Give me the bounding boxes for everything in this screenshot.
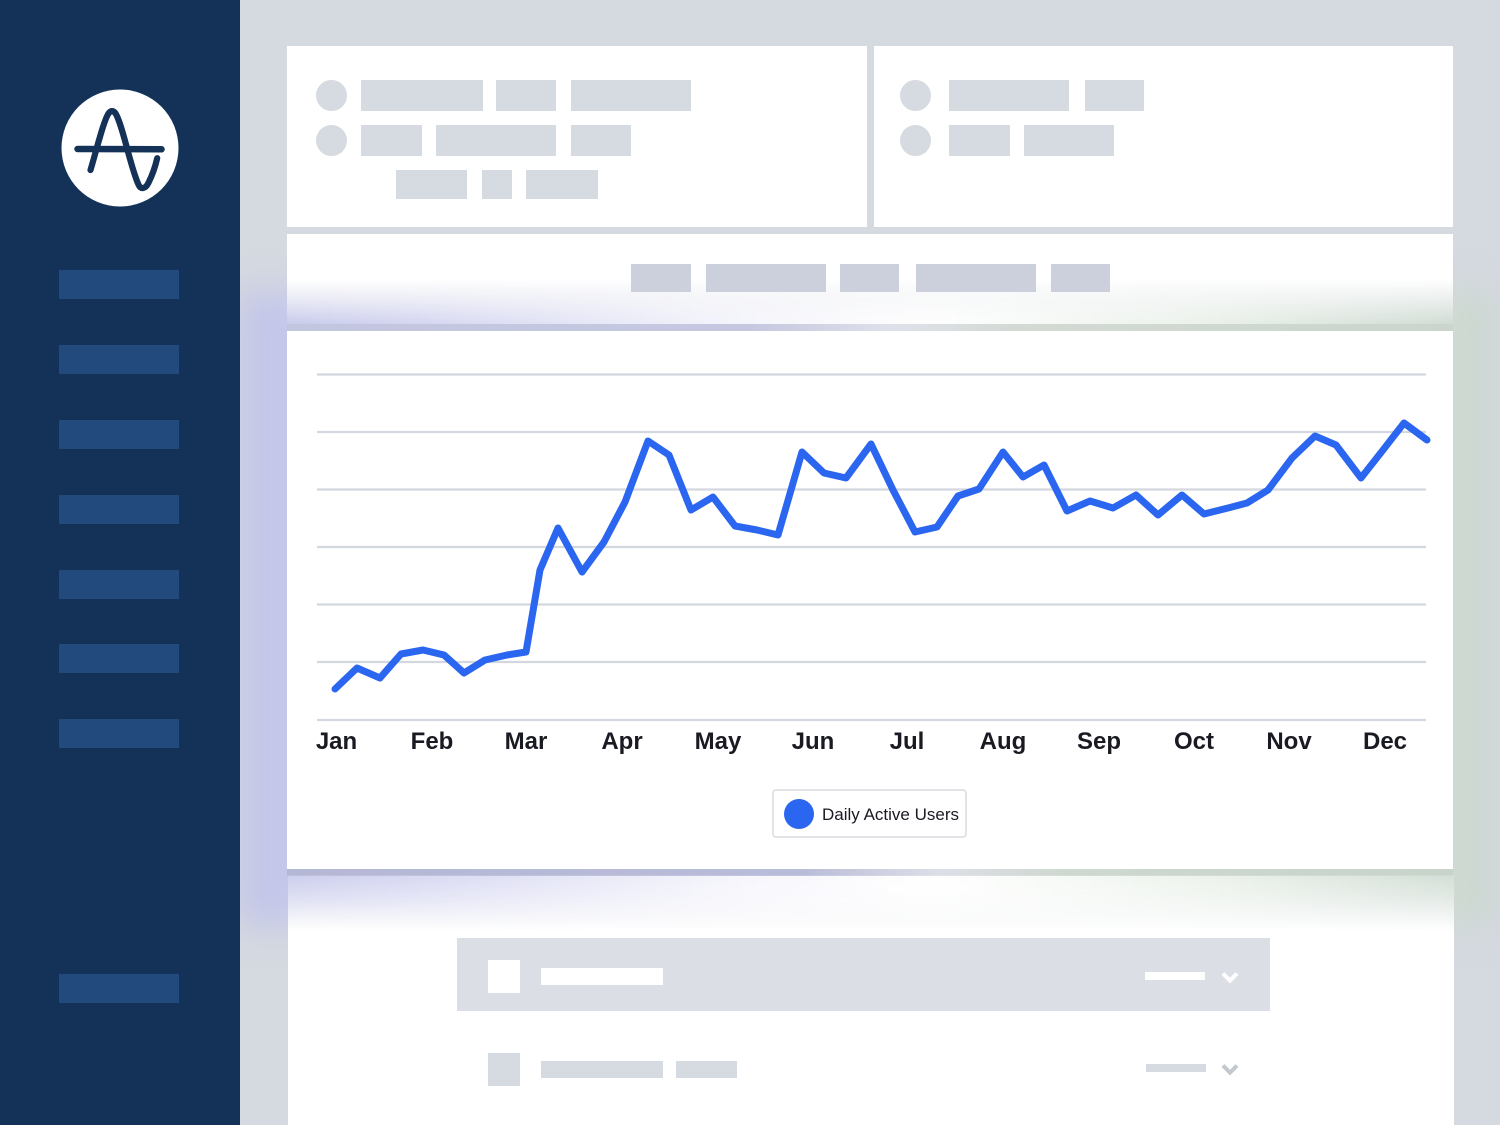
svg-text:Mar: Mar (505, 728, 548, 755)
svg-text:Daily Active Users: Daily Active Users (822, 805, 959, 824)
svg-text:Jun: Jun (792, 728, 835, 755)
svg-text:Dec: Dec (1363, 728, 1407, 755)
svg-text:Aug: Aug (980, 728, 1027, 755)
svg-text:Jan: Jan (316, 728, 357, 755)
svg-text:Feb: Feb (411, 728, 454, 755)
svg-text:Sep: Sep (1077, 728, 1121, 755)
svg-text:Oct: Oct (1174, 728, 1214, 755)
svg-text:May: May (695, 728, 742, 755)
svg-text:Nov: Nov (1266, 728, 1312, 755)
svg-text:Apr: Apr (601, 728, 642, 755)
svg-text:Jul: Jul (890, 728, 925, 755)
